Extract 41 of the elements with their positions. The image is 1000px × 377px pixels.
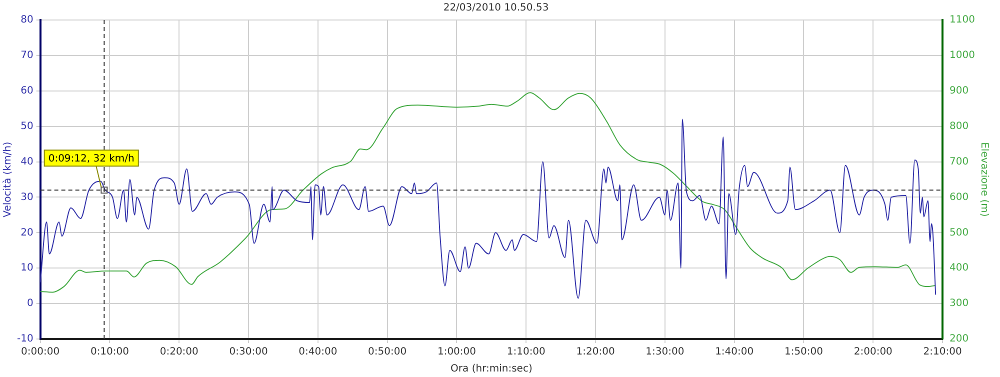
y2-tick-label: 200 (950, 334, 969, 345)
y-tick-label: -10 (16, 334, 34, 345)
y-tick-label: 40 (20, 156, 34, 168)
y-tick-label: 10 (20, 262, 34, 274)
y-tick-label: 70 (20, 50, 34, 62)
chart-title: 22/03/2010 10.50.53 (443, 2, 549, 14)
y-tick-label: 20 (20, 227, 34, 238)
y2-tick-label: 1100 (950, 14, 976, 26)
line-series (40, 92, 936, 293)
x-tick-label: 1:00:00 (437, 346, 476, 358)
y-tick-label: 0 (26, 298, 34, 310)
y-tick-label: 50 (20, 120, 34, 132)
line-series (40, 118, 936, 299)
y-tick-label: 80 (20, 14, 34, 26)
y2-tick-label: 900 (950, 85, 969, 96)
x-tick-label: 0:10:00 (90, 346, 130, 358)
x-tick-label: 1:40:00 (715, 346, 754, 358)
y-tick-label: 60 (20, 85, 34, 96)
x-tick-label: 0:50:00 (368, 346, 407, 358)
x-tick-label: 1:30:00 (646, 346, 684, 358)
x-tick-label: 2:10:00 (923, 346, 962, 358)
y2-tick-label: 500 (950, 227, 969, 238)
x-axis-title: Ora (hr:min:sec) (450, 364, 532, 375)
y2-tick-label: 700 (950, 156, 969, 168)
y2-tick-label: 600 (950, 192, 969, 203)
x-tick-label: 1:20:00 (576, 346, 615, 358)
y-axis-title: Velocità (km/h) (2, 142, 14, 218)
y2-tick-label: 300 (950, 298, 969, 310)
x-tick-label: 2:00:00 (854, 346, 892, 358)
x-tick-label: 0:00:00 (21, 346, 60, 358)
x-tick-label: 1:10:00 (506, 346, 546, 358)
x-tick-label: 0:40:00 (298, 346, 338, 358)
x-tick-label: 0:20:00 (160, 346, 198, 358)
y2-tick-label: 400 (950, 262, 969, 274)
x-tick-label: 1:50:00 (784, 346, 824, 358)
annotation: 0:09:12, 32 km/h (48, 154, 134, 165)
y2-tick-label: 800 (950, 120, 969, 132)
y2-tick-label: 1000 (950, 50, 976, 62)
x-tick-label: 0:30:00 (229, 346, 268, 358)
y2-axis-title: Elevazione (m) (978, 142, 990, 217)
y-tick-label: 30 (20, 192, 34, 203)
